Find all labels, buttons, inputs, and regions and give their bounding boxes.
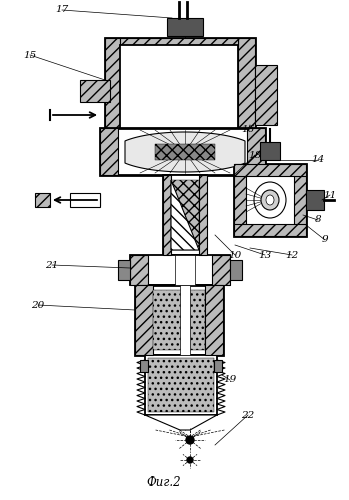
Text: Фиг.2: Фиг.2 (147, 476, 181, 489)
Text: 14: 14 (311, 156, 325, 164)
Bar (167, 18, 203, 36)
Polygon shape (105, 38, 120, 128)
Circle shape (187, 457, 193, 463)
Bar (35, 193, 50, 207)
Bar (100, 128, 265, 175)
Bar (163, 175, 171, 255)
Bar (140, 360, 148, 372)
Bar (120, 38, 238, 45)
Text: 11: 11 (324, 190, 337, 200)
Bar (153, 290, 205, 350)
Text: 15: 15 (23, 50, 37, 59)
Bar (199, 175, 207, 255)
Bar (234, 164, 306, 176)
Text: 18: 18 (248, 150, 262, 160)
Text: 20: 20 (31, 300, 45, 310)
Bar (238, 38, 255, 145)
Text: 8: 8 (315, 216, 321, 224)
Bar (105, 128, 238, 145)
Bar (135, 285, 153, 355)
Bar (247, 128, 265, 175)
Bar (145, 355, 217, 415)
Bar (171, 180, 199, 250)
Bar (306, 190, 324, 210)
Text: 17: 17 (55, 6, 69, 15)
Bar (80, 80, 110, 102)
Bar (130, 255, 148, 285)
Text: 16: 16 (242, 126, 255, 134)
Bar (105, 38, 255, 145)
Bar (70, 193, 100, 207)
Bar (105, 38, 120, 145)
Text: 12: 12 (285, 250, 299, 260)
Polygon shape (125, 132, 245, 172)
Polygon shape (145, 415, 217, 430)
Bar (180, 285, 190, 355)
Bar (135, 285, 223, 355)
Text: 19: 19 (223, 376, 237, 384)
Bar (234, 164, 306, 236)
Ellipse shape (261, 190, 279, 210)
Ellipse shape (266, 195, 274, 205)
Ellipse shape (254, 182, 286, 218)
Bar (205, 285, 223, 355)
Text: 9: 9 (322, 236, 328, 244)
Bar (294, 164, 306, 236)
Text: 10: 10 (228, 250, 242, 260)
Bar (175, 255, 195, 285)
Text: 21: 21 (45, 260, 59, 270)
Text: 13: 13 (258, 250, 272, 260)
Bar (255, 65, 277, 125)
Text: 22: 22 (242, 410, 255, 420)
Circle shape (186, 436, 194, 444)
Bar (118, 260, 130, 280)
Bar (260, 142, 280, 160)
Bar (163, 175, 207, 255)
Bar (100, 128, 118, 175)
Bar (234, 224, 306, 236)
Bar (130, 255, 230, 285)
Bar (212, 255, 230, 285)
Bar (155, 144, 215, 160)
Bar (230, 260, 242, 280)
Bar (148, 358, 214, 412)
Bar (120, 45, 238, 128)
Bar (234, 164, 246, 236)
Polygon shape (171, 180, 199, 250)
Bar (214, 360, 222, 372)
